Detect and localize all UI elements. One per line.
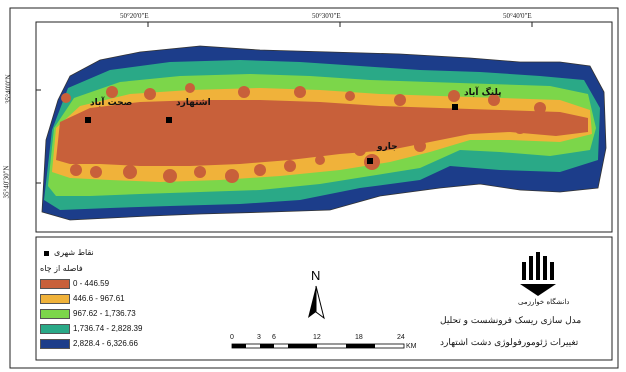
legend-label: 0 - 446.59	[73, 279, 110, 288]
scale-tick: 24	[397, 334, 405, 341]
scale-tick: 12	[313, 334, 321, 341]
university-logo	[520, 252, 556, 296]
scale-tick: 0	[230, 334, 234, 341]
legend-label: 967.62 - 1,736.73	[73, 309, 136, 318]
city-label: اشتهارد	[176, 98, 211, 108]
map-title-line2: تغییرات ژئومورفولوژی دشت اشتهارد	[440, 338, 579, 348]
map-title-line1: مدل سازی ریسک فرونشست و تحلیل	[440, 316, 582, 326]
legend-swatch	[40, 278, 70, 289]
city-label: پلنگ آباد	[464, 88, 502, 98]
legend-swatch	[40, 293, 70, 304]
legend-item: 446.6 - 967.61	[40, 293, 125, 304]
distance-raster	[42, 46, 606, 220]
logo-text: دانشگاه خوارزمی	[518, 298, 570, 306]
scale-unit: KM	[406, 343, 417, 350]
legend-swatch	[40, 338, 70, 349]
latitude-label: 35°40'0"N	[4, 74, 13, 104]
city-markers	[85, 104, 458, 164]
legend-item: 0 - 446.59	[40, 278, 109, 289]
longitude-label: 50°30'0"E	[312, 12, 341, 20]
legend-swatch	[40, 308, 70, 319]
north-label: N	[311, 268, 321, 283]
north-arrow-icon	[308, 285, 325, 320]
legend-label: 1,736.74 - 2,828.39	[73, 324, 143, 333]
scale-tick: 6	[272, 334, 276, 341]
scale-tick: 3	[257, 334, 261, 341]
legend-item: 1,736.74 - 2,828.39	[40, 323, 142, 334]
legend-points-label: نقاط شهری	[54, 248, 94, 257]
longitude-label: 50°40'0"E	[503, 12, 532, 20]
legend-item: 967.62 - 1,736.73	[40, 308, 136, 319]
scale-bar	[231, 343, 405, 349]
legend-item: 2,828.4 - 6,326.66	[40, 338, 138, 349]
legend-label: 446.6 - 967.61	[73, 294, 125, 303]
legend-swatch	[40, 323, 70, 334]
city-label: صحت آباد	[90, 98, 133, 108]
latitude-label: 35°40'30"N	[2, 165, 11, 199]
scale-tick: 18	[355, 334, 363, 341]
legend-label: 2,828.4 - 6,326.66	[73, 339, 138, 348]
city-label: جارو	[377, 142, 398, 152]
legend-title: فاصله از چاه	[40, 264, 83, 273]
longitude-label: 50°20'0"E	[120, 12, 149, 20]
